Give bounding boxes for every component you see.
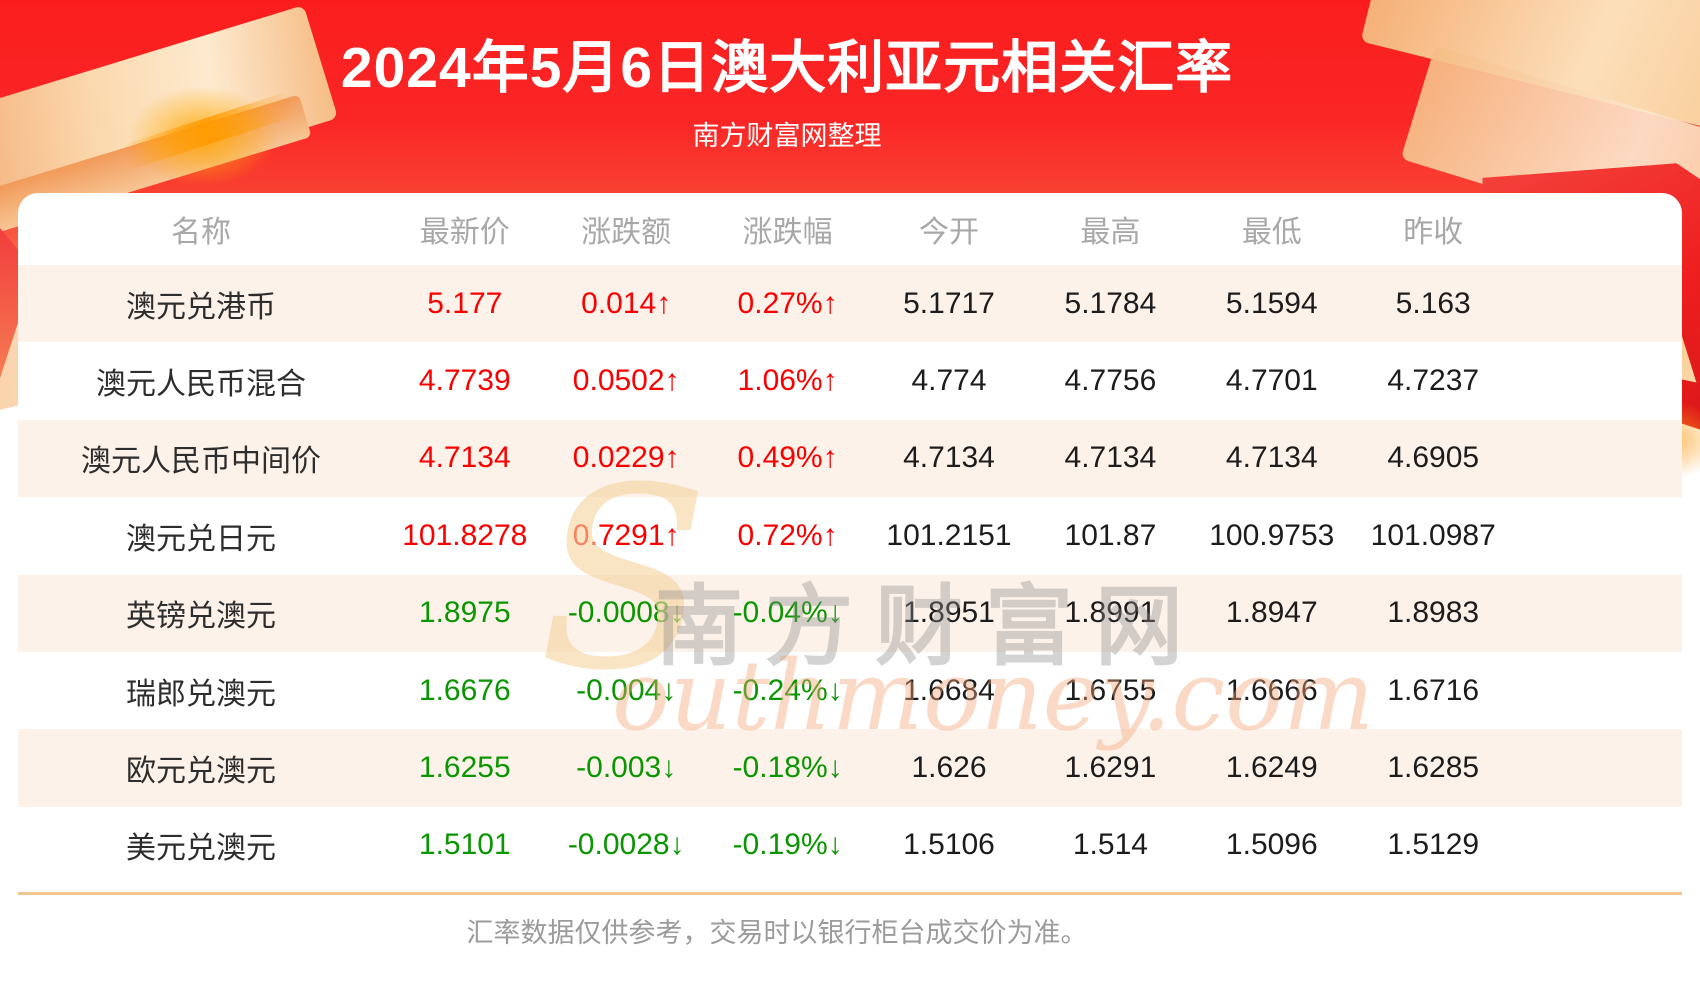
cell-currency-pair: 澳元人民币中间价 bbox=[81, 445, 322, 479]
column-header-latest: 最新价 bbox=[419, 216, 510, 249]
cell-prev-close: 4.7237 bbox=[1387, 364, 1480, 398]
table-header-row: 名称 最新价 涨跌额 涨跌幅 今开 最高 最低 昨收 bbox=[18, 193, 1682, 265]
cell-high: 4.7756 bbox=[1064, 364, 1157, 398]
cell-high: 5.1784 bbox=[1064, 286, 1157, 320]
cell-change-amount: -0.004↓ bbox=[576, 673, 677, 707]
cell-prev-close: 4.6905 bbox=[1387, 441, 1480, 475]
footer-divider bbox=[18, 892, 1682, 896]
cell-low: 4.7701 bbox=[1225, 364, 1318, 398]
cell-latest-price: 1.5101 bbox=[418, 828, 511, 862]
column-header-name: 名称 bbox=[171, 216, 232, 249]
column-header-high: 最高 bbox=[1080, 216, 1141, 249]
cell-change-amount: 0.7291↑ bbox=[572, 518, 680, 552]
cell-change-percent: -0.04%↓ bbox=[732, 596, 843, 630]
cell-open: 1.626 bbox=[911, 751, 987, 785]
cell-latest-price: 4.7739 bbox=[418, 364, 511, 398]
cell-latest-price: 1.6676 bbox=[418, 673, 511, 707]
cell-change-amount: 0.0502↑ bbox=[572, 364, 680, 398]
footer-note: 汇率数据仅供参考，交易时以银行柜台成交价为准。 bbox=[466, 918, 1088, 949]
cell-change-percent: -0.24%↓ bbox=[732, 673, 843, 707]
cell-latest-price: 1.8975 bbox=[418, 596, 511, 630]
table-row: 澳元人民币混合 4.7739 0.0502↑ 1.06%↑ 4.774 4.77… bbox=[18, 342, 1682, 419]
cell-latest-price: 101.8278 bbox=[402, 518, 528, 552]
cell-latest-price: 4.7134 bbox=[418, 441, 511, 475]
table-row: 欧元兑澳元 1.6255 -0.003↓ -0.18%↓ 1.626 1.629… bbox=[18, 729, 1682, 807]
cell-low: 5.1594 bbox=[1225, 286, 1318, 320]
column-header-change: 涨跌额 bbox=[581, 216, 672, 249]
page-subtitle: 南方财富网整理 bbox=[692, 121, 882, 151]
cell-change-percent: 0.72%↑ bbox=[737, 518, 838, 552]
cell-high: 1.6755 bbox=[1064, 673, 1157, 707]
table-row: 英镑兑澳元 1.8975 -0.0008↓ -0.04%↓ 1.8951 1.8… bbox=[18, 574, 1682, 652]
page-title: 2024年5月6日澳大利亚元相关汇率 bbox=[340, 36, 1234, 100]
cell-low: 100.9753 bbox=[1209, 518, 1335, 552]
table-row: 美元兑澳元 1.5101 -0.0028↓ -0.19%↓ 1.5106 1.5… bbox=[18, 807, 1682, 884]
cell-open: 1.5106 bbox=[903, 828, 995, 862]
cell-high: 1.6291 bbox=[1064, 751, 1157, 785]
cell-change-percent: -0.18%↓ bbox=[732, 751, 843, 785]
column-header-prev-close: 昨收 bbox=[1403, 216, 1464, 249]
cell-low: 1.6666 bbox=[1225, 673, 1318, 707]
cell-currency-pair: 英镑兑澳元 bbox=[126, 600, 277, 634]
cell-currency-pair: 欧元兑澳元 bbox=[126, 755, 277, 789]
table-row: 澳元兑日元 101.8278 0.7291↑ 0.72%↑ 101.2151 1… bbox=[18, 497, 1682, 574]
cell-open: 101.2151 bbox=[886, 518, 1012, 552]
table-row: 澳元人民币中间价 4.7134 0.0229↑ 0.49%↑ 4.7134 4.… bbox=[18, 419, 1682, 498]
cell-change-amount: -0.0028↓ bbox=[567, 828, 685, 862]
cell-low: 4.7134 bbox=[1225, 441, 1318, 475]
cell-change-percent: 1.06%↑ bbox=[737, 364, 838, 398]
cell-open: 5.1717 bbox=[903, 286, 995, 320]
cell-change-percent: 0.49%↑ bbox=[737, 441, 838, 475]
cell-latest-price: 1.6255 bbox=[418, 751, 511, 785]
table-body: 澳元兑港币 5.177 0.014↑ 0.27%↑ 5.1717 5.1784 … bbox=[18, 265, 1682, 884]
cell-high: 101.87 bbox=[1064, 518, 1157, 552]
cell-latest-price: 5.177 bbox=[427, 286, 503, 320]
cell-prev-close: 1.5129 bbox=[1387, 828, 1480, 862]
cell-prev-close: 5.163 bbox=[1395, 286, 1471, 320]
cell-low: 1.8947 bbox=[1225, 596, 1318, 630]
cell-change-amount: -0.003↓ bbox=[576, 751, 677, 785]
column-header-open: 今开 bbox=[919, 216, 979, 249]
cell-open: 1.6684 bbox=[903, 673, 995, 707]
cell-change-amount: -0.0008↓ bbox=[567, 596, 685, 630]
cell-high: 1.8991 bbox=[1064, 596, 1157, 630]
cell-high: 4.7134 bbox=[1064, 441, 1157, 475]
cell-low: 1.6249 bbox=[1225, 751, 1318, 785]
cell-currency-pair: 美元兑澳元 bbox=[126, 832, 277, 866]
column-header-low: 最低 bbox=[1241, 216, 1302, 249]
cell-prev-close: 101.0987 bbox=[1370, 518, 1496, 552]
cell-change-percent: 0.27%↑ bbox=[737, 286, 838, 320]
column-header-change-pct: 涨跌幅 bbox=[742, 216, 833, 249]
cell-currency-pair: 澳元兑日元 bbox=[126, 522, 277, 556]
table-row: 澳元兑港币 5.177 0.014↑ 0.27%↑ 5.1717 5.1784 … bbox=[18, 265, 1682, 343]
table-row: 瑞郎兑澳元 1.6676 -0.004↓ -0.24%↓ 1.6684 1.67… bbox=[18, 652, 1682, 729]
cell-currency-pair: 瑞郎兑澳元 bbox=[126, 677, 277, 711]
rates-card: 名称 最新价 涨跌额 涨跌幅 今开 最高 最低 昨收 澳元兑港币 5.177 0… bbox=[18, 193, 1682, 1000]
cell-open: 4.7134 bbox=[903, 441, 995, 475]
cell-change-amount: 0.0229↑ bbox=[572, 441, 680, 475]
cell-low: 1.5096 bbox=[1225, 828, 1318, 862]
cell-prev-close: 1.6285 bbox=[1387, 751, 1480, 785]
cell-currency-pair: 澳元人民币混合 bbox=[96, 368, 307, 402]
cell-currency-pair: 澳元兑港币 bbox=[126, 290, 277, 324]
cell-high: 1.514 bbox=[1072, 828, 1148, 862]
cell-open: 4.774 bbox=[911, 364, 987, 398]
cell-change-amount: 0.014↑ bbox=[581, 286, 672, 320]
cell-prev-close: 1.6716 bbox=[1387, 673, 1480, 707]
cell-change-percent: -0.19%↓ bbox=[732, 828, 843, 862]
cell-prev-close: 1.8983 bbox=[1387, 596, 1480, 630]
cell-open: 1.8951 bbox=[903, 596, 995, 630]
